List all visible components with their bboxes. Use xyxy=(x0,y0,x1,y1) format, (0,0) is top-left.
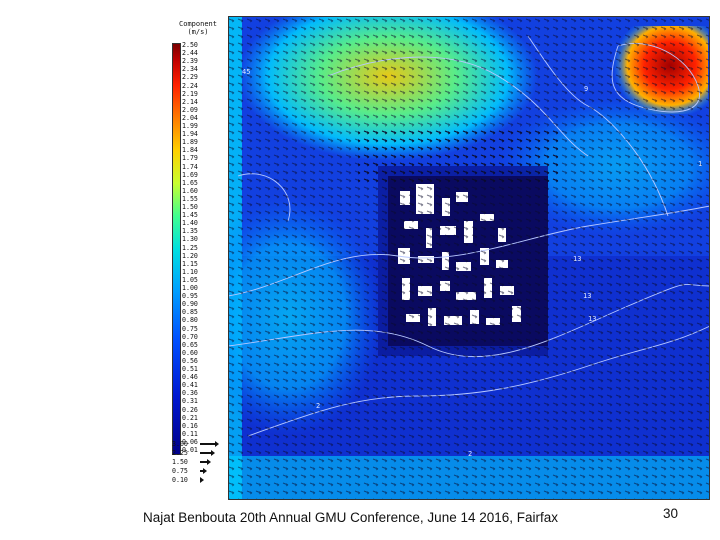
colorbar-tick-label: 0.90 xyxy=(182,300,198,309)
colorbar-title: Component (m/s) xyxy=(179,20,217,36)
colorbar-tick-label: 1.30 xyxy=(182,235,198,244)
colorbar-tick-label: 2.44 xyxy=(182,49,198,58)
contour-label: 13 xyxy=(583,292,591,300)
wind-vectors-dense xyxy=(358,126,558,186)
colorbar-tick-label: 2.09 xyxy=(182,105,198,114)
colorbar-tick-label: 1.74 xyxy=(182,162,198,171)
wind-field-map: 45 13 13 13 2 2 9 1 xyxy=(228,16,710,500)
vector-arrow-icon xyxy=(200,450,215,456)
colorbar-tick-label: 1.20 xyxy=(182,251,198,260)
colorbar-tick-label: 1.00 xyxy=(182,284,198,292)
colorbar-tick-label: 0.16 xyxy=(182,421,198,430)
colorbar-tick-label: 1.65 xyxy=(182,178,198,187)
colorbar-tick-label: 1.50 xyxy=(182,203,198,211)
colorbar-tick-label: 1.84 xyxy=(182,146,198,155)
contour-labels: 45 13 13 13 2 2 9 1 xyxy=(242,68,702,458)
colorbar-tick-label: 2.24 xyxy=(182,81,198,90)
colorbar-tick-label: 0.70 xyxy=(182,332,198,341)
contour-label: 9 xyxy=(584,85,588,93)
colorbar-tick-label: 2.29 xyxy=(182,73,198,82)
colorbar-tick-label: 1.40 xyxy=(182,219,198,228)
vector-legend-label: 2.25 xyxy=(172,449,188,457)
colorbar-tick-label: 0.65 xyxy=(182,340,198,349)
colorbar-tick-label: 0.51 xyxy=(182,365,198,373)
colorbar-tick-label: 0.31 xyxy=(182,397,198,406)
colorbar-tick-label: 0.95 xyxy=(182,292,198,301)
colorbar-tick-label: 2.04 xyxy=(182,113,198,122)
colorbar-tick-label: 0.26 xyxy=(182,405,198,414)
colorbar-tick-label: 1.25 xyxy=(182,243,198,252)
vector-arrow-icon xyxy=(200,477,204,483)
footer-caption: Najat Benbouta 20th Annual GMU Conferenc… xyxy=(143,510,559,525)
colorbar-tick-label: 2.50 xyxy=(182,41,198,49)
colorbar-tick-label: 0.75 xyxy=(182,324,198,333)
contour-label: 2 xyxy=(316,402,320,410)
colorbar-tick-label: 1.45 xyxy=(182,211,198,220)
wind-vectors xyxy=(228,16,710,500)
colorbar-tick-label: 1.60 xyxy=(182,186,198,195)
vector-legend-label: 0.10 xyxy=(172,476,188,484)
colorbar-tick-label: 2.19 xyxy=(182,89,198,98)
colorbar-tick-label: 0.11 xyxy=(182,429,198,438)
vector-legend: 3.00 2.25 1.50 0.75 0.10 xyxy=(172,440,226,490)
colorbar-tick-label: 0.56 xyxy=(182,356,198,365)
colorbar-ticks: 2.50 2.44 2.39 2.34 2.29 2.24 2.19 2.14 2.09 2.04… xyxy=(182,42,226,454)
contour-label: 45 xyxy=(242,68,250,76)
contour-label: 2 xyxy=(468,450,472,458)
vector-legend-label: 0.75 xyxy=(172,467,188,475)
page-number: 30 xyxy=(663,506,679,521)
colorbar-tick-label: 1.35 xyxy=(182,227,198,236)
colorbar-tick-label: 2.34 xyxy=(182,65,198,74)
colorbar-tick-label: 1.94 xyxy=(182,130,198,139)
contour-label: 13 xyxy=(573,255,581,263)
vector-arrow-icon xyxy=(200,459,211,465)
colorbar-tick-label: 1.69 xyxy=(182,170,198,179)
colorbar-tick-label: 0.85 xyxy=(182,308,198,317)
colorbar-tick-label: 0.36 xyxy=(182,389,198,398)
colorbar-tick-label: 1.99 xyxy=(182,122,198,130)
vector-legend-label: 1.50 xyxy=(172,458,188,466)
colorbar-tick-label: 1.55 xyxy=(182,194,198,203)
colorbar-tick-label: 1.15 xyxy=(182,259,198,268)
contour-label: 13 xyxy=(588,315,596,323)
colorbar-tick-label: 0.41 xyxy=(182,381,198,390)
colorbar-tick-label: 1.79 xyxy=(182,154,198,163)
colorbar-tick-label: 1.10 xyxy=(182,267,198,276)
colorbar-tick-label: 0.46 xyxy=(182,373,198,382)
colorbar-tick-label: 1.89 xyxy=(182,138,198,147)
colorbar-tick-label: 2.39 xyxy=(182,57,198,66)
colorbar-tick-label: 0.21 xyxy=(182,413,198,422)
vector-arrow-icon xyxy=(200,468,207,474)
colorbar-tick-label: 0.01 xyxy=(182,446,198,454)
colorbar-tick-label: 2.14 xyxy=(182,97,198,106)
colorbar-gradient xyxy=(172,43,181,455)
colorbar-tick-label: 0.06 xyxy=(182,437,198,446)
vector-arrow-icon xyxy=(200,441,219,447)
vector-legend-label: 3.00 xyxy=(172,440,188,448)
colorbar-panel: Component (m/s) 2.50 2.44 2.39 2.34 2.29 2.24… xyxy=(170,20,226,490)
colorbar-tick-label: 0.80 xyxy=(182,316,198,325)
contour-label: 1 xyxy=(698,160,702,168)
map-frame xyxy=(228,16,710,500)
colorbar-tick-label: 1.05 xyxy=(182,275,198,284)
colorbar-tick-label: 0.60 xyxy=(182,348,198,357)
